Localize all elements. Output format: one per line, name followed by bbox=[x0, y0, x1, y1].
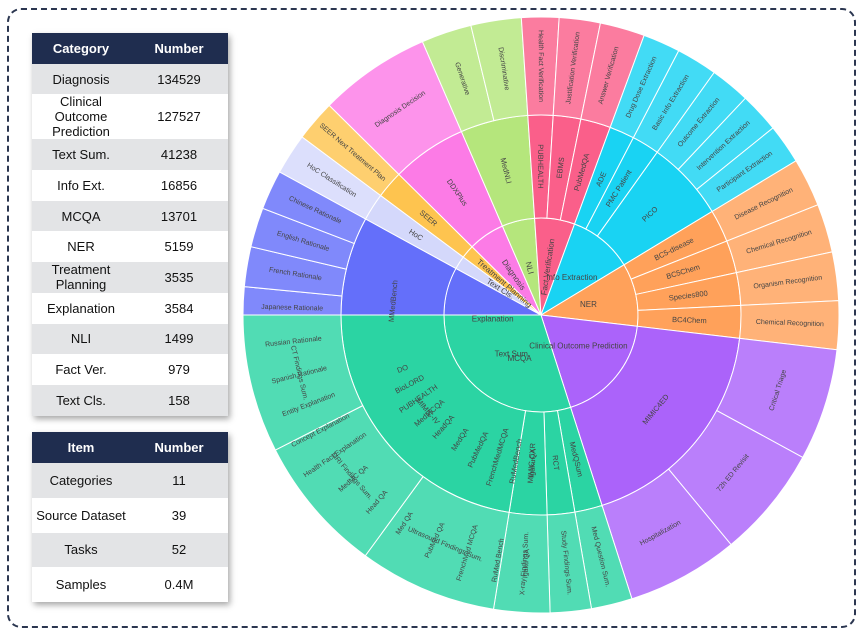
table-row: Treatment Planning 3535 bbox=[32, 262, 228, 293]
category-cell: Text Cls. bbox=[32, 384, 130, 416]
table-row: Clinical Outcome Prediction 127527 bbox=[32, 94, 228, 140]
sunburst-label-info-extraction: Info Extraction bbox=[546, 273, 597, 282]
summary-table-header: Item Number bbox=[32, 432, 228, 463]
table-row: Explanation 3584 bbox=[32, 292, 228, 324]
number-cell: 3584 bbox=[130, 292, 228, 324]
category-table: Category Number Diagnosis 134529 Clinical… bbox=[32, 33, 228, 416]
category-table-header: Category Number bbox=[32, 33, 228, 64]
table-row: NLI 1499 bbox=[32, 323, 228, 355]
header-number: Number bbox=[130, 33, 228, 64]
sunburst-label-nli: NLI bbox=[524, 261, 536, 275]
table-row: MCQA 13701 bbox=[32, 200, 228, 232]
item-cell: Tasks bbox=[32, 532, 130, 568]
category-cell: MCQA bbox=[32, 200, 130, 232]
sunburst-label-igaku-qa: Igaku QA bbox=[522, 548, 531, 578]
number-cell: 39 bbox=[130, 497, 228, 533]
number-cell: 5159 bbox=[130, 231, 228, 263]
sunburst-label-mmedbench: MMedBench bbox=[387, 280, 400, 323]
sunburst-label-health-fact-verification: Health Fact Verification bbox=[537, 30, 544, 102]
dashed-border-frame bbox=[7, 8, 856, 628]
sunburst-label-rct: RCT bbox=[551, 455, 562, 472]
sunburst-label-mimic-cxr: MIMIC-CXR bbox=[526, 442, 538, 483]
sunburst-label-text-sum: Text Sum. bbox=[495, 350, 531, 359]
sunburst-label-ebms: EBMS bbox=[555, 157, 567, 179]
category-cell: Fact Ver. bbox=[32, 354, 130, 385]
sunburst-label-mcqa: MCQA bbox=[508, 354, 533, 363]
category-cell: Clinical Outcome Prediction bbox=[32, 94, 130, 140]
table-row: NER 5159 bbox=[32, 231, 228, 263]
sunburst-label-clinical-outcome-prediction: Clinical Outcome Prediction bbox=[529, 341, 627, 350]
number-cell: 16856 bbox=[130, 170, 228, 201]
sunburst-label-x-ray-findings-sum: X-ray Findings Sum. bbox=[519, 532, 530, 596]
table-row: Text Sum. 41238 bbox=[32, 139, 228, 171]
item-cell: Samples bbox=[32, 567, 130, 603]
category-cell: NLI bbox=[32, 323, 130, 355]
sunburst-wedges bbox=[242, 16, 840, 614]
sunburst-label-igakuqa: IgakuQA bbox=[527, 448, 538, 478]
summary-table: Item Number Categories 11 Source Dataset 3… bbox=[32, 432, 228, 603]
header-category: Category bbox=[32, 33, 130, 64]
category-cell: Info Ext. bbox=[32, 170, 130, 201]
table-row: Samples 0.4M bbox=[32, 567, 228, 603]
table-row: Diagnosis 134529 bbox=[32, 63, 228, 95]
number-cell: 134529 bbox=[130, 63, 228, 95]
header-number: Number bbox=[130, 432, 228, 463]
header-item: Item bbox=[32, 432, 130, 463]
number-cell: 127527 bbox=[130, 94, 228, 140]
category-cell: NER bbox=[32, 231, 130, 263]
table-row: Text Cls. 158 bbox=[32, 384, 228, 416]
sunburst-label-japanese-rationale: Japanese Rationale bbox=[261, 304, 323, 313]
table-row: Categories 11 bbox=[32, 463, 228, 498]
sunburst-label-explanation: Explanation bbox=[472, 314, 514, 323]
number-cell: 3535 bbox=[130, 262, 228, 293]
item-cell: Categories bbox=[32, 463, 130, 498]
table-row: Source Dataset 39 bbox=[32, 497, 228, 533]
number-cell: 41238 bbox=[130, 139, 228, 171]
category-cell: Explanation bbox=[32, 292, 130, 324]
category-cell: Text Sum. bbox=[32, 139, 130, 171]
sunburst-label-pubhealth: PUBHEALTH bbox=[536, 144, 545, 188]
table-row: Tasks 52 bbox=[32, 532, 228, 568]
number-cell: 0.4M bbox=[130, 567, 228, 603]
number-cell: 13701 bbox=[130, 200, 228, 232]
sunburst-label-ner: NER bbox=[580, 300, 597, 309]
number-cell: 52 bbox=[130, 532, 228, 568]
number-cell: 158 bbox=[130, 384, 228, 416]
sunburst-label-chemical-recognition: Chemical Recognition bbox=[756, 319, 824, 328]
number-cell: 11 bbox=[130, 463, 228, 498]
table-row: Info Ext. 16856 bbox=[32, 170, 228, 201]
category-cell: Treatment Planning bbox=[32, 262, 130, 293]
number-cell: 979 bbox=[130, 354, 228, 385]
category-cell: Diagnosis bbox=[32, 63, 130, 95]
number-cell: 1499 bbox=[130, 323, 228, 355]
sunburst-segment-ct-findings-sum bbox=[242, 314, 364, 451]
sunburst-label-do: DO bbox=[396, 362, 410, 375]
table-row: Fact Ver. 979 bbox=[32, 354, 228, 385]
item-cell: Source Dataset bbox=[32, 497, 130, 533]
sunburst-label-bc4chem: BC4Chem bbox=[672, 315, 707, 325]
